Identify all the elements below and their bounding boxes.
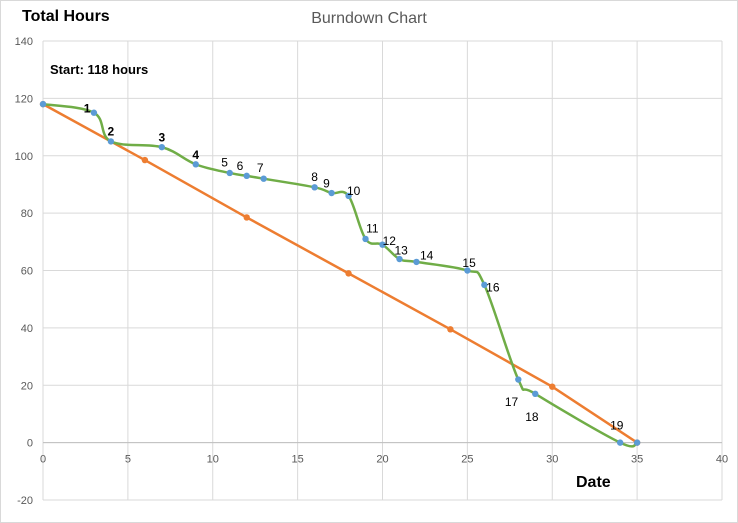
x-tick-label: 35 bbox=[631, 454, 643, 466]
point-annotation: 5 bbox=[221, 156, 228, 170]
point-annotation: 2 bbox=[108, 124, 115, 138]
ideal-point bbox=[345, 270, 352, 277]
point-annotation: 10 bbox=[347, 184, 361, 198]
y-tick-label: 20 bbox=[21, 380, 33, 392]
x-tick-label: 25 bbox=[461, 454, 473, 466]
x-tick-label: 30 bbox=[546, 454, 558, 466]
y-tick-label: 40 bbox=[21, 323, 33, 335]
actual-point bbox=[192, 161, 199, 168]
point-annotation: 8 bbox=[311, 170, 318, 184]
x-tick-label: 15 bbox=[292, 454, 304, 466]
x-tick-label: 10 bbox=[207, 454, 219, 466]
x-tick-label: 20 bbox=[376, 454, 388, 466]
ideal-point bbox=[447, 326, 454, 333]
actual-point bbox=[260, 175, 267, 182]
y-tick-label: 60 bbox=[21, 266, 33, 278]
y-tick-label: -20 bbox=[17, 495, 33, 507]
actual-point bbox=[328, 189, 335, 197]
actual-point bbox=[633, 439, 641, 446]
point-annotation: 19 bbox=[610, 418, 624, 432]
point-annotation: 6 bbox=[237, 159, 244, 173]
actual-point bbox=[362, 235, 369, 243]
point-annotation: 17 bbox=[505, 395, 519, 409]
actual-point bbox=[464, 267, 471, 274]
y-tick-label: 80 bbox=[21, 208, 33, 220]
actual-point bbox=[413, 258, 420, 266]
ideal-burndown-line bbox=[42, 103, 638, 444]
y-tick-label: 120 bbox=[15, 93, 33, 105]
x-axis-label: Date bbox=[576, 474, 611, 491]
actual-point bbox=[107, 138, 115, 145]
point-annotation: 11 bbox=[366, 221, 379, 235]
point-annotation: 12 bbox=[383, 234, 397, 248]
actual-point bbox=[158, 143, 166, 151]
y-axis-label: Total Hours bbox=[22, 8, 110, 25]
point-annotation: 9 bbox=[323, 176, 330, 190]
y-tick-label: 140 bbox=[15, 36, 33, 48]
actual-point bbox=[481, 281, 488, 289]
x-tick-label: 5 bbox=[125, 454, 131, 466]
actual-point bbox=[311, 184, 318, 191]
actual-point bbox=[379, 241, 386, 248]
ideal-point bbox=[141, 156, 149, 164]
y-tick-label: 100 bbox=[15, 151, 33, 163]
actual-point bbox=[616, 439, 624, 446]
point-annotation: 18 bbox=[525, 410, 539, 424]
x-tick-label: 40 bbox=[716, 454, 728, 466]
chart-title: Burndown Chart bbox=[311, 10, 427, 27]
actual-point bbox=[226, 169, 233, 177]
point-annotation: 14 bbox=[420, 249, 434, 263]
start-annotation: Start: 118 hours bbox=[50, 62, 149, 77]
actual-point bbox=[532, 390, 539, 398]
ideal-point bbox=[243, 214, 250, 221]
actual-point bbox=[243, 172, 250, 180]
actual-point bbox=[345, 192, 352, 200]
actual-point bbox=[90, 109, 98, 116]
y-tick-label: 0 bbox=[27, 438, 33, 450]
point-annotation: 1 bbox=[84, 101, 91, 115]
point-annotation: 4 bbox=[192, 148, 199, 162]
ideal-point bbox=[549, 383, 556, 390]
point-annotation: 7 bbox=[257, 161, 264, 175]
actual-burndown-line bbox=[42, 102, 638, 448]
actual-point bbox=[39, 100, 47, 108]
point-annotation: 15 bbox=[462, 256, 476, 270]
point-annotation: 16 bbox=[486, 280, 500, 294]
actual-point bbox=[396, 255, 403, 263]
point-annotation: 3 bbox=[158, 131, 165, 145]
point-annotation: 13 bbox=[394, 243, 408, 257]
x-tick-label: 0 bbox=[40, 454, 46, 466]
actual-point bbox=[515, 376, 522, 383]
